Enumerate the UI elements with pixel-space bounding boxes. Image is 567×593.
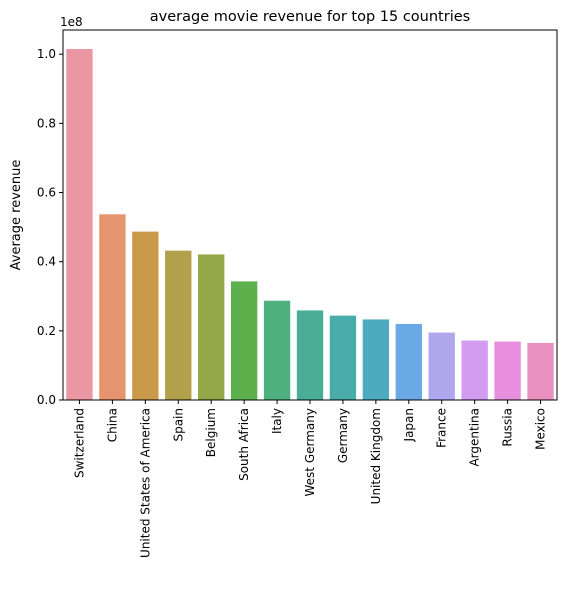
x-tick-label: Germany <box>336 408 350 463</box>
y-axis: 0.0 0.2 0.4 0.6 0.8 1.0 <box>37 47 63 407</box>
bar-west-germany <box>296 310 324 400</box>
x-tick-label: Russia <box>501 408 515 447</box>
y-tick-label: 0.6 <box>37 186 56 200</box>
bar-united-kingdom <box>362 319 390 400</box>
y-tick-label: 1.0 <box>37 47 56 61</box>
x-tick-label: Spain <box>171 408 185 442</box>
chart-title: average movie revenue for top 15 countri… <box>150 9 470 25</box>
y-tick-label: 0.2 <box>37 324 56 338</box>
x-tick-label: France <box>435 408 449 448</box>
bar-japan <box>395 323 422 400</box>
x-tick-label: Switzerland <box>72 408 86 478</box>
x-tick-label: United Kingdom <box>369 408 383 504</box>
y-axis-label: Average revenue <box>9 160 24 271</box>
x-tick-label: Argentina <box>468 408 482 467</box>
x-tick-label: Japan <box>402 408 416 442</box>
x-tick-label: South Africa <box>237 408 251 481</box>
y-tick-label: 0.0 <box>37 393 56 407</box>
bar-argentina <box>461 340 488 400</box>
bar-switzerland <box>66 49 93 401</box>
x-tick-label: Mexico <box>534 408 548 450</box>
x-tick-label: Belgium <box>204 408 218 457</box>
bar-china <box>99 214 126 400</box>
x-tick-label: Italy <box>270 408 284 434</box>
x-tick-label: West Germany <box>303 408 317 496</box>
y-axis-offset-label: 1e8 <box>60 15 83 29</box>
x-tick-label: China <box>105 408 119 442</box>
bar-mexico <box>527 342 554 400</box>
plot-frame <box>62 29 558 401</box>
bar-spain <box>165 250 192 400</box>
bar-russia <box>494 341 521 400</box>
bar-belgium <box>198 254 225 400</box>
x-tick-label: United States of America <box>138 408 152 558</box>
bar-france <box>428 332 455 400</box>
y-tick-label: 0.8 <box>37 116 56 130</box>
bar-germany <box>329 315 357 400</box>
x-axis: Switzerland China United States of America… <box>72 400 548 558</box>
bar-italy <box>263 300 291 400</box>
bar-united-states-of-america <box>132 231 159 400</box>
y-tick-label: 0.4 <box>37 255 56 269</box>
bars-group <box>66 49 554 401</box>
bar-south-africa <box>230 281 258 400</box>
